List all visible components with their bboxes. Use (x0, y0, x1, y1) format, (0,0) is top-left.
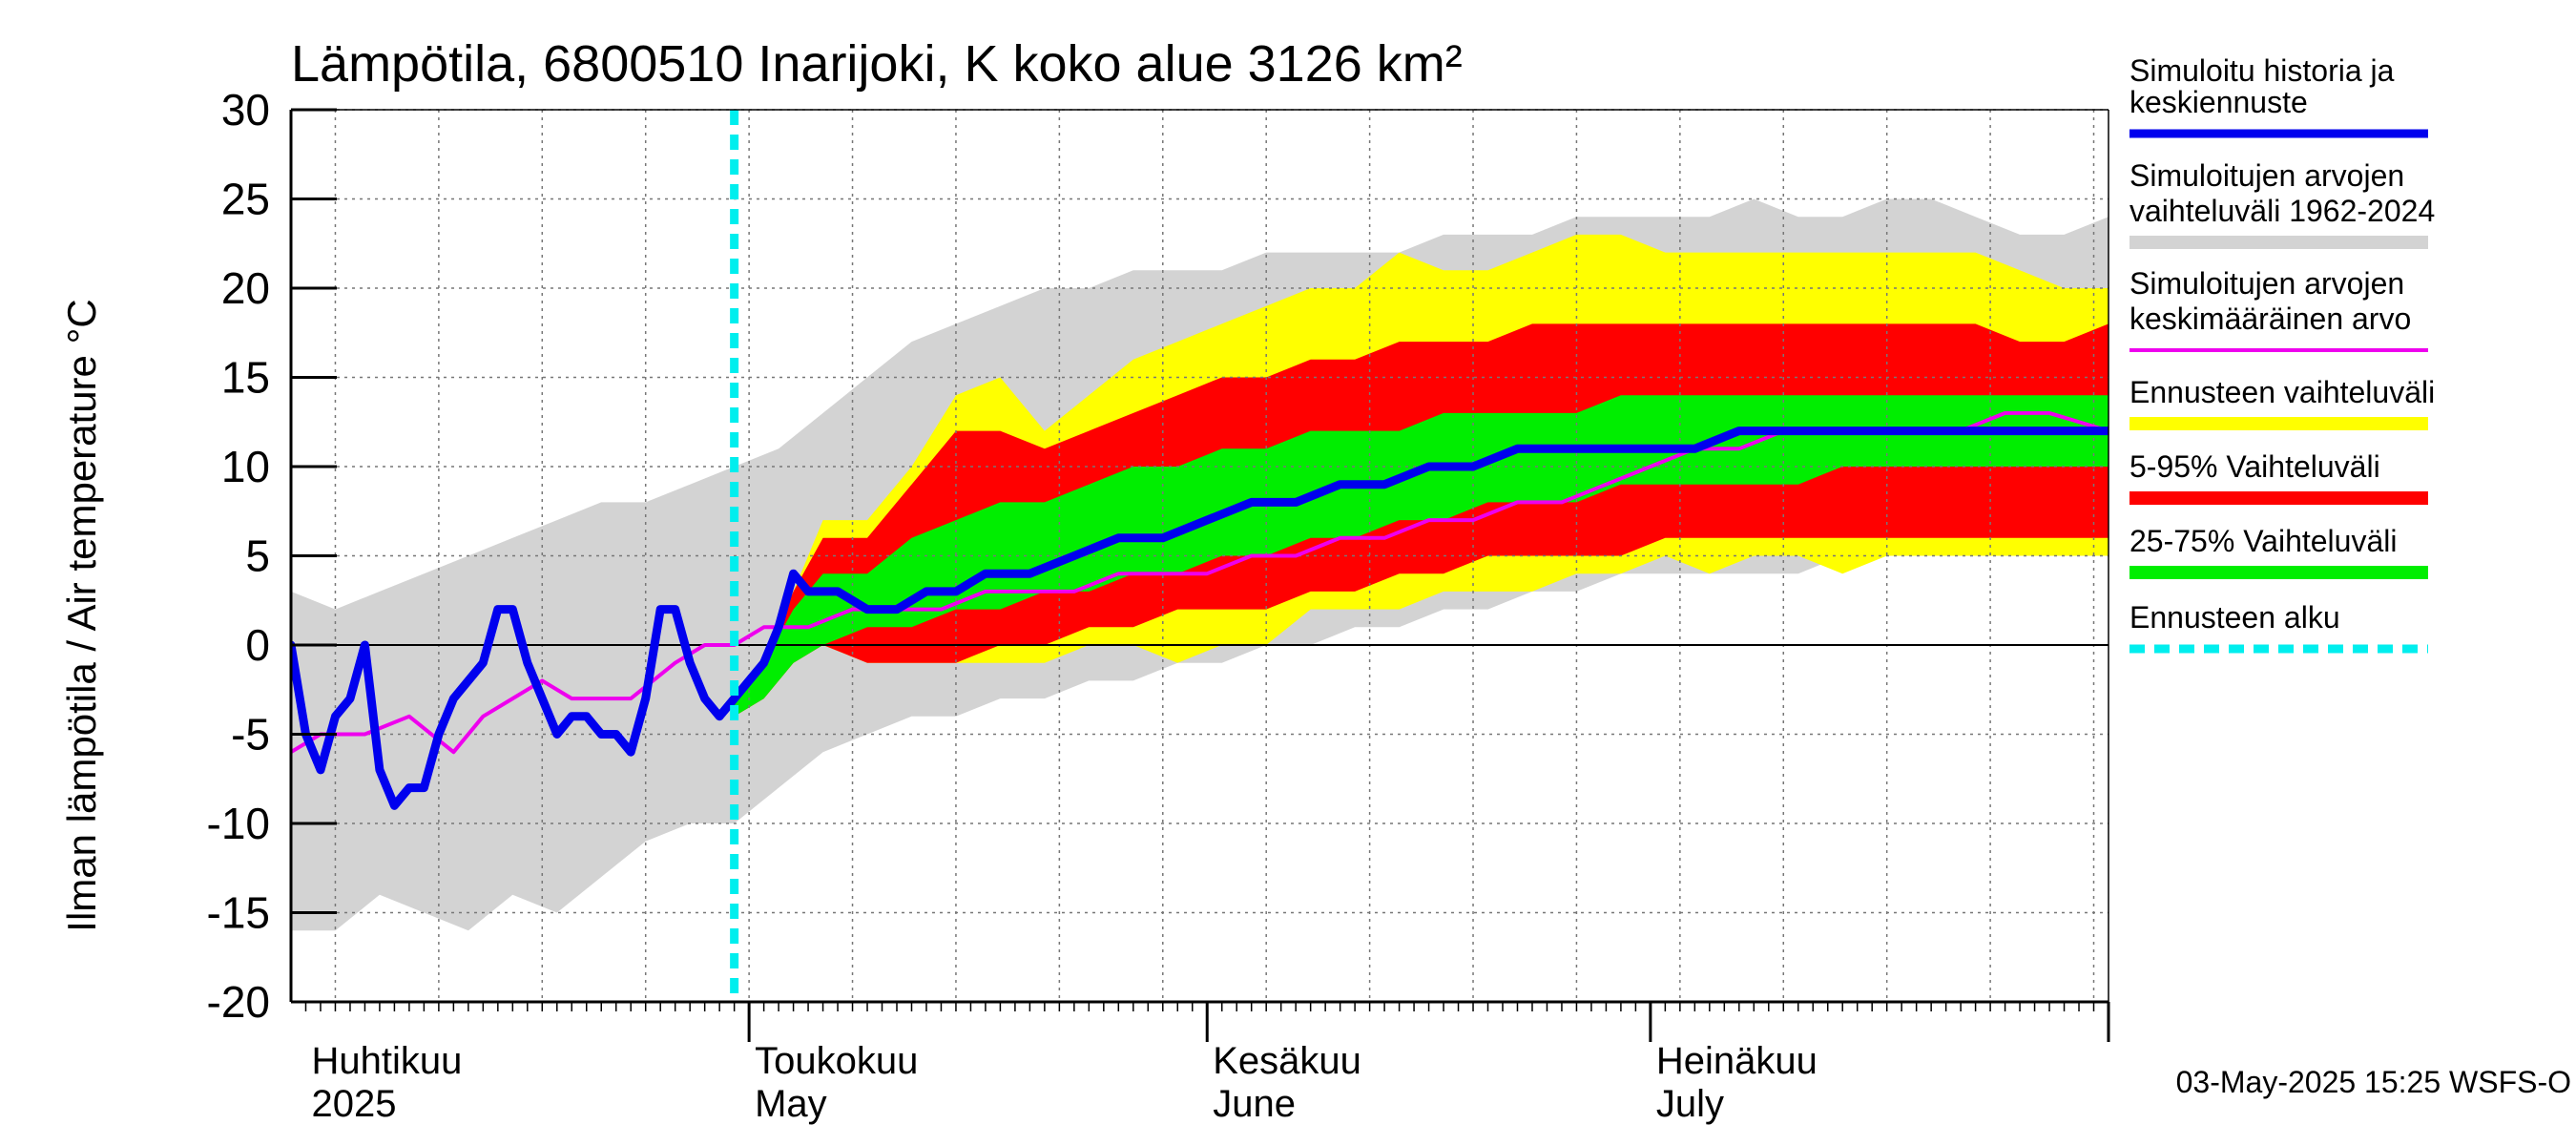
legend-label-4: 5-95% Vaihteluväli (2129, 449, 2380, 484)
legend-sublabel-0: keskiennuste (2129, 85, 2308, 119)
y-axis: 30 25 20 15 10 5 0 -5 -10 -15 -20 (207, 85, 337, 1027)
legend-label-2: Simuloitujen arvojen (2129, 266, 2404, 301)
bands-layer (291, 198, 2109, 931)
x-month-label-3: Heinäkuu (1656, 1040, 1818, 1082)
x-month-label-1: Toukokuu (755, 1040, 918, 1082)
y-tick-label-9: -15 (207, 888, 270, 938)
y-tick-label-1: 25 (221, 175, 270, 224)
x-month-sublabel-2: June (1213, 1083, 1296, 1125)
lines-layer (291, 110, 2109, 1002)
y-tick-label-7: -5 (231, 710, 270, 760)
x-month-label-0: Huhtikuu (311, 1040, 462, 1082)
y-axis-label: Ilman lämpötila / Air temperature °C (59, 299, 104, 931)
footer-timestamp: 03-May-2025 15:25 WSFS-O (2176, 1065, 2571, 1099)
legend-label-1: Simuloitujen arvojen (2129, 158, 2404, 193)
legend-label-6: Ennusteen alku (2129, 600, 2340, 635)
y-tick-label-3: 15 (221, 353, 270, 403)
y-tick-label-0: 30 (221, 85, 270, 135)
y-tick-label-10: -20 (207, 977, 270, 1027)
chart-title: Lämpötila, 6800510 Inarijoki, K koko alu… (291, 35, 1463, 93)
x-month-label-2: Kesäkuu (1213, 1040, 1361, 1082)
x-month-sublabel-1: May (755, 1083, 827, 1125)
series-line-1 (291, 410, 2109, 755)
x-month-sublabel-3: July (1656, 1083, 1724, 1125)
legend-label-3: Ennusteen vaihteluväli (2129, 375, 2435, 409)
legend-sublabel-2: keskimääräinen arvo (2129, 302, 2411, 336)
y-tick-label-4: 10 (221, 442, 270, 491)
y-tick-label-6: 0 (245, 620, 270, 670)
y-tick-label-8: -10 (207, 799, 270, 848)
plot-frame (289, 109, 2109, 1004)
y-tick-label-2: 20 (221, 263, 270, 313)
y-tick-label-5: 5 (245, 531, 270, 581)
legend-label-0: Simuloitu historia ja (2129, 53, 2395, 88)
band-4 (734, 395, 2109, 717)
legend-sublabel-1: vaihteluväli 1962-2024 (2129, 194, 2435, 228)
series-line-2 (291, 427, 2109, 810)
legend-label-5: 25-75% Vaihteluväli (2129, 524, 2397, 558)
x-month-sublabel-0: 2025 (311, 1083, 396, 1125)
